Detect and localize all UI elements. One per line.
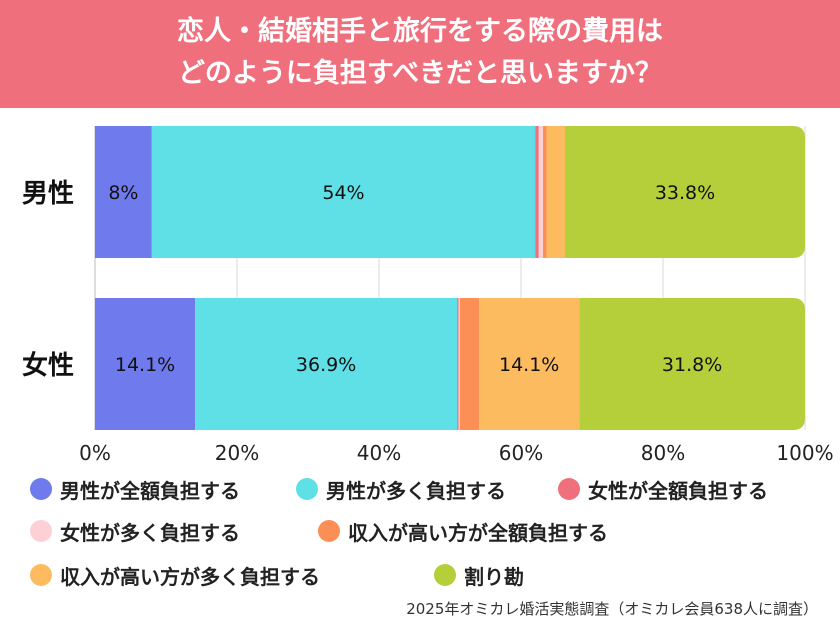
bar-segment	[457, 298, 459, 430]
bar-segment	[535, 126, 539, 258]
bar-segment	[95, 126, 152, 258]
bar-segment	[459, 298, 480, 430]
title-banner: 恋人・結婚相手と旅行をする際の費用は どのように負担すべきだと思いますか？	[0, 0, 840, 108]
bar-segment	[538, 126, 544, 258]
bar-segment	[565, 126, 805, 258]
legend-item: 男性が多く負担する	[296, 474, 506, 504]
legend-label: 割り勘	[464, 564, 524, 589]
source-note: 2025年オミカレ婚活実態調査（オミカレ会員638人に調査）	[406, 600, 818, 618]
category-label: 女性	[22, 350, 74, 381]
chart-title-line1: 恋人・結婚相手と旅行をする際の費用は	[177, 16, 663, 47]
legend-item: 女性が全額負担する	[558, 474, 768, 504]
x-tick-label: 0%	[79, 441, 111, 465]
data-label: 54%	[322, 182, 364, 204]
chart-title-line2: どのように負担すべきだと思いますか？	[177, 58, 663, 89]
data-label: 8%	[108, 182, 138, 204]
legend-swatch	[434, 564, 456, 586]
data-label: 31.8%	[662, 354, 722, 376]
x-tick-label: 20%	[215, 441, 259, 465]
legend-label: 収入が高い方が多く負担する	[60, 564, 320, 589]
legend-swatch	[30, 564, 52, 586]
bar-segment	[95, 298, 196, 430]
legend-item: 割り勘	[434, 560, 524, 590]
legend-swatch	[318, 520, 340, 542]
bar-segment	[579, 298, 805, 430]
legend-label: 女性が全額負担する	[588, 478, 768, 503]
data-label: 14.1%	[499, 354, 559, 376]
bar-group-1	[95, 298, 805, 430]
bar-segment	[546, 126, 566, 258]
bar-segment	[458, 298, 460, 430]
legend-item: 収入が高い方が多く負担する	[30, 560, 320, 590]
legend-item: 女性が多く負担する	[30, 516, 240, 546]
x-tick-label: 100%	[776, 441, 833, 465]
bar-group-0	[95, 126, 805, 258]
data-label: 33.8%	[655, 182, 715, 204]
legend-swatch	[558, 478, 580, 500]
x-tick-label: 60%	[499, 441, 543, 465]
stacked-bar-chart: 0% 20% 40% 60% 80% 100% 8% 54% 33.8% 男性 14.1% 36.9%…	[22, 126, 834, 465]
legend-label: 男性が全額負担する	[60, 478, 240, 503]
legend-item: 収入が高い方が全額負担する	[318, 516, 608, 546]
bar-segment	[479, 298, 580, 430]
x-tick-label: 40%	[357, 441, 401, 465]
legend-item: 男性が全額負担する	[30, 474, 240, 504]
legend-swatch	[30, 478, 52, 500]
data-label: 14.1%	[115, 354, 175, 376]
legend-label: 男性が多く負担する	[326, 478, 506, 503]
legend-swatch	[30, 520, 52, 542]
legend-label: 収入が高い方が全額負担する	[348, 520, 608, 545]
data-label: 36.9%	[296, 354, 356, 376]
category-label: 男性	[22, 179, 74, 209]
bar-segment	[151, 126, 536, 258]
legend-label: 女性が多く負担する	[60, 520, 240, 545]
bar-segment	[195, 298, 458, 430]
legend-swatch	[296, 478, 318, 500]
x-tick-label: 80%	[641, 441, 685, 465]
bar-segment	[543, 126, 547, 258]
